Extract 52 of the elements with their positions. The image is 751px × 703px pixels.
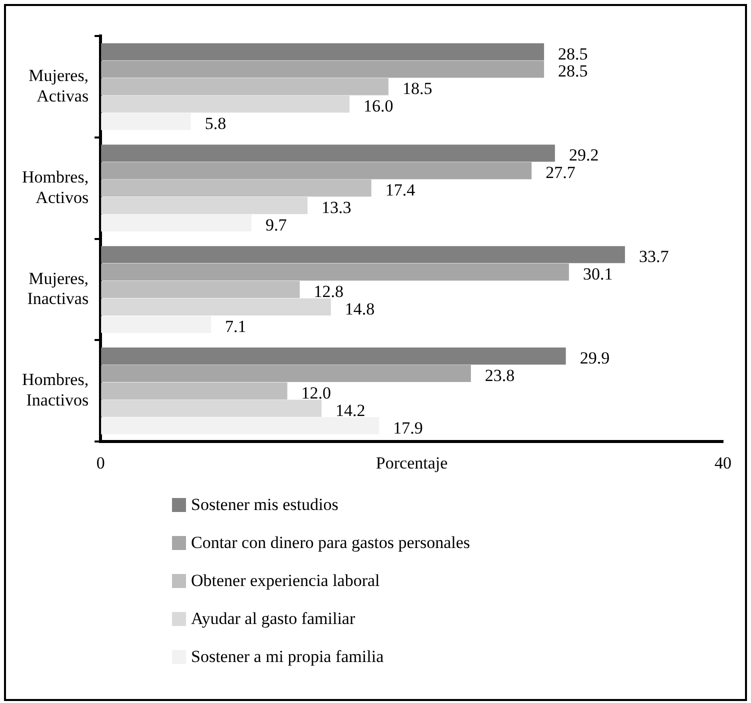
y-tick-label: Mujeres, Inactivas (27, 268, 89, 308)
data-label: 29.9 (580, 348, 610, 368)
bar (101, 180, 372, 197)
bar (101, 264, 569, 281)
legend-label: Obtener experiencia laboral (191, 571, 380, 591)
bar (101, 298, 331, 316)
bar (101, 144, 555, 162)
bar (101, 364, 471, 382)
y-tick-label: Hombres, Activos (22, 167, 89, 207)
bar (101, 246, 625, 264)
bar (101, 162, 532, 180)
data-label: 18.5 (402, 79, 432, 98)
data-label: 29.2 (568, 146, 599, 165)
data-label: 28.5 (558, 62, 588, 81)
bar (101, 280, 300, 298)
data-label: 28.5 (558, 44, 588, 64)
data-label: 16.0 (364, 96, 394, 116)
x-axis-title: Porcentaje (376, 454, 448, 473)
bar (101, 113, 191, 130)
data-label: 14.8 (344, 299, 375, 318)
data-label: 17.9 (393, 418, 423, 438)
x-tick-label: 0 (96, 453, 105, 472)
bar (101, 96, 350, 113)
data-label: 12.8 (314, 282, 344, 301)
data-label: 12.0 (301, 383, 332, 402)
bar (101, 417, 380, 434)
data-label: 9.7 (266, 215, 288, 234)
data-label: 23.8 (484, 366, 515, 385)
y-tick-label: Hombres, Inactivos (22, 370, 89, 410)
legend-label: Contar con dinero para gastos personales (191, 533, 470, 553)
bar (101, 316, 212, 333)
data-label: 5.8 (204, 114, 226, 134)
y-tick-label: Mujeres, Activas (28, 66, 89, 106)
bar (101, 196, 308, 214)
legend-label: Sostener a mi propia familia (191, 647, 384, 667)
bar (101, 382, 288, 400)
data-label: 17.4 (385, 180, 416, 200)
bar (101, 214, 252, 232)
bar (101, 78, 388, 96)
bar (101, 60, 544, 78)
legend-label: Ayudar al gasto familiar (191, 609, 356, 629)
data-label: 13.3 (322, 198, 352, 218)
x-tick-label: 40 (714, 453, 732, 472)
data-label: 14.2 (336, 400, 366, 420)
legend-label: Sostener mis estudios (191, 495, 338, 515)
bar (101, 400, 322, 417)
bar (101, 347, 566, 365)
data-label: 33.7 (638, 247, 670, 266)
bar (101, 43, 544, 60)
data-label: 27.7 (546, 163, 576, 182)
data-label: 7.1 (225, 316, 246, 336)
data-label: 30.1 (582, 264, 613, 284)
